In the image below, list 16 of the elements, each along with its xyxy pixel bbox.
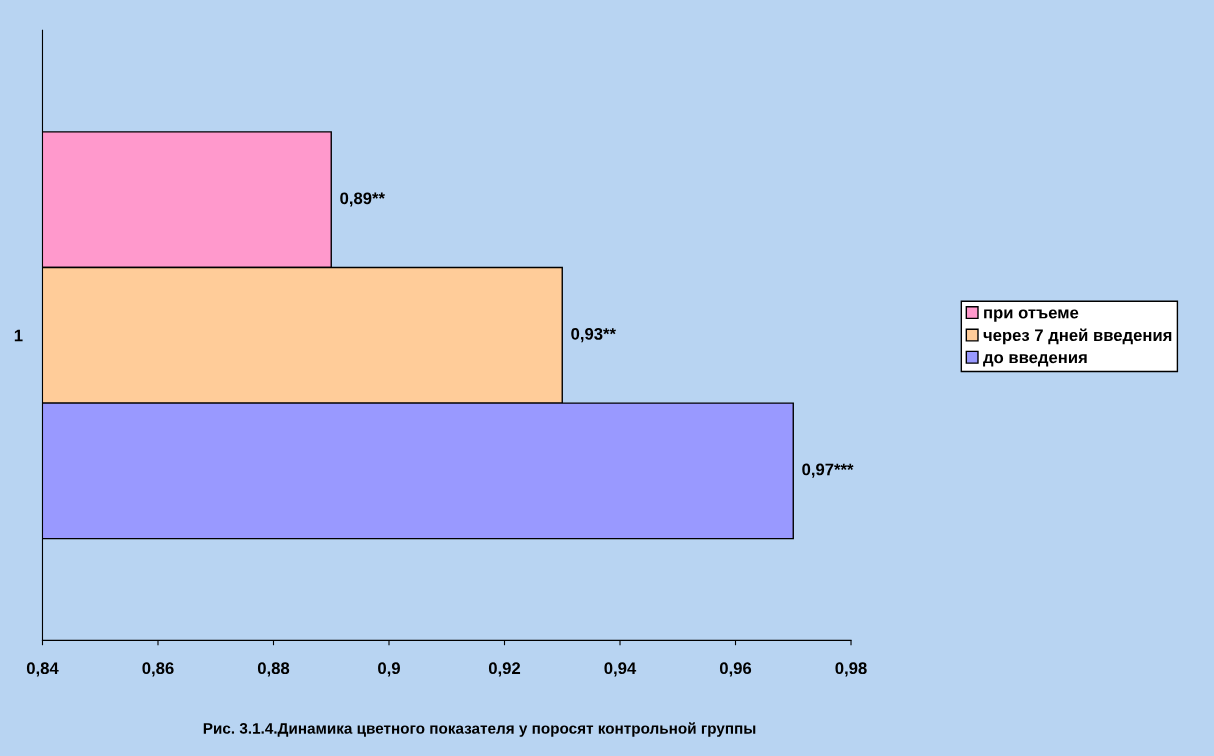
data-label: 0,89** — [340, 192, 385, 207]
x-tick-label: 0,88 — [257, 662, 290, 677]
legend-label: при отъеме — [984, 309, 1079, 322]
y-tick-label: 1 — [14, 329, 23, 342]
legend-label: через 7 дней введения — [983, 328, 1172, 345]
x-tick-label: 0,86 — [142, 662, 174, 677]
x-tick-label: 0,94 — [604, 662, 637, 677]
legend-label: до введения — [983, 354, 1087, 367]
data-label: 0,93** — [571, 327, 616, 343]
x-tick-label: 0,92 — [488, 662, 521, 677]
text: Рис. 3.1.4.Динамика цветного показателя у поросят контрольной группы — [203, 722, 756, 737]
x-tick-label: 0,84 — [26, 662, 59, 677]
x-tick-label: 0,9 — [378, 662, 400, 677]
x-tick-label: 0,96 — [719, 662, 752, 677]
x-tick-label: 0,98 — [835, 662, 867, 677]
data-label: 0,97*** — [802, 463, 854, 478]
